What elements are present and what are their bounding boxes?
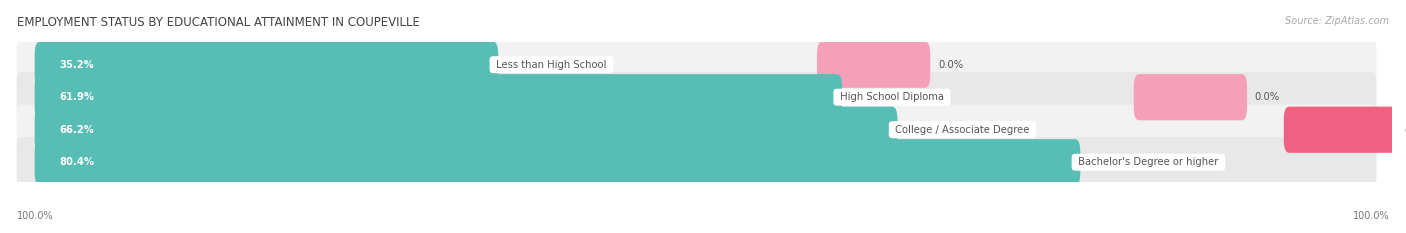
Text: 100.0%: 100.0% bbox=[1353, 211, 1389, 221]
FancyBboxPatch shape bbox=[35, 139, 1080, 185]
Text: 0.0%: 0.0% bbox=[1254, 92, 1279, 102]
FancyBboxPatch shape bbox=[817, 42, 931, 88]
Text: 0.0%: 0.0% bbox=[938, 60, 963, 70]
Text: High School Diploma: High School Diploma bbox=[837, 92, 948, 102]
Text: Bachelor's Degree or higher: Bachelor's Degree or higher bbox=[1076, 157, 1222, 167]
FancyBboxPatch shape bbox=[1133, 74, 1247, 120]
Legend: In Labor Force, Unemployed: In Labor Force, Unemployed bbox=[612, 231, 794, 233]
Text: 66.2%: 66.2% bbox=[59, 125, 94, 135]
Text: 35.2%: 35.2% bbox=[59, 60, 94, 70]
FancyBboxPatch shape bbox=[35, 74, 842, 120]
Text: College / Associate Degree: College / Associate Degree bbox=[893, 125, 1033, 135]
FancyBboxPatch shape bbox=[17, 137, 1376, 187]
Text: Source: ZipAtlas.com: Source: ZipAtlas.com bbox=[1285, 16, 1389, 26]
Text: 61.9%: 61.9% bbox=[59, 92, 94, 102]
FancyBboxPatch shape bbox=[1284, 107, 1398, 153]
Text: 80.4%: 80.4% bbox=[59, 157, 94, 167]
FancyBboxPatch shape bbox=[35, 42, 498, 88]
Text: EMPLOYMENT STATUS BY EDUCATIONAL ATTAINMENT IN COUPEVILLE: EMPLOYMENT STATUS BY EDUCATIONAL ATTAINM… bbox=[17, 16, 420, 29]
Text: Less than High School: Less than High School bbox=[494, 60, 610, 70]
FancyBboxPatch shape bbox=[17, 105, 1376, 155]
FancyBboxPatch shape bbox=[17, 72, 1376, 122]
FancyBboxPatch shape bbox=[35, 107, 897, 153]
FancyBboxPatch shape bbox=[17, 40, 1376, 90]
Text: 100.0%: 100.0% bbox=[17, 211, 53, 221]
